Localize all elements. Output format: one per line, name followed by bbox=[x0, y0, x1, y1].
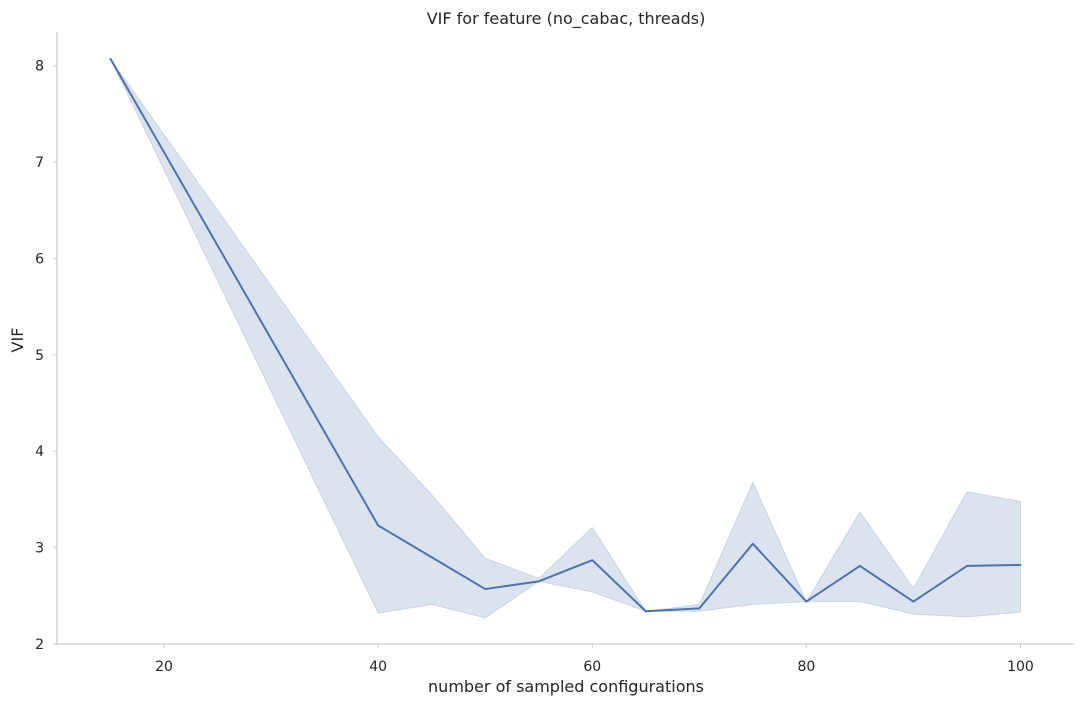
y-tick-label: 2 bbox=[35, 637, 44, 653]
x-tick-label: 100 bbox=[1007, 659, 1034, 675]
x-tick-label: 80 bbox=[797, 659, 815, 675]
x-tick-label: 60 bbox=[583, 659, 601, 675]
series-line bbox=[109, 57, 1022, 613]
y-axis-label: VIF bbox=[8, 328, 27, 353]
confidence-band bbox=[110, 58, 1021, 619]
confidence-band-layer bbox=[110, 58, 1021, 619]
y-tick-label: 4 bbox=[35, 444, 44, 460]
y-tick-label: 7 bbox=[35, 155, 44, 171]
y-tick-label: 6 bbox=[35, 251, 44, 267]
y-ticks: 2 3 4 5 6 7 8 bbox=[35, 59, 57, 653]
y-tick-label: 8 bbox=[35, 59, 44, 75]
chart-title: VIF for feature (no_cabac, threads) bbox=[427, 9, 706, 29]
x-axis-label: number of sampled configurations bbox=[428, 677, 704, 696]
x-ticks: 20 40 60 80 100 bbox=[155, 644, 1034, 675]
series-line-layer bbox=[109, 57, 1022, 613]
y-tick-label: 5 bbox=[35, 348, 44, 364]
y-tick-label: 3 bbox=[35, 541, 44, 557]
x-tick-label: 40 bbox=[369, 659, 387, 675]
x-tick-label: 20 bbox=[155, 659, 173, 675]
